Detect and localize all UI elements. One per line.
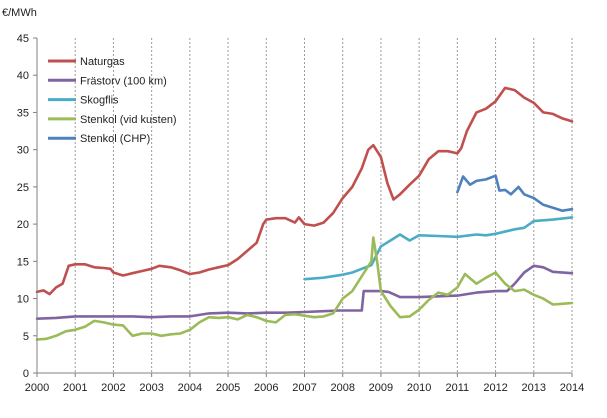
y-tick-label: 15: [17, 256, 29, 268]
x-tick-label: 2008: [330, 382, 354, 394]
series-line-3: [35, 236, 574, 341]
x-tick-label: 2013: [522, 382, 546, 394]
legend-label: Stenkol (vid kusten): [80, 114, 177, 126]
y-tick-label: 40: [17, 70, 29, 82]
legend-label: Frästorv (100 km): [80, 75, 167, 87]
x-tick-label: 2006: [254, 382, 278, 394]
x-tick-label: 2007: [292, 382, 316, 394]
y-tick-label: 5: [23, 331, 29, 343]
series-lines: [35, 86, 574, 341]
x-tick-label: 2011: [446, 382, 470, 394]
y-tick-label: 20: [17, 219, 29, 231]
x-tick-label: 2001: [63, 382, 87, 394]
x-tick-label: 2003: [139, 382, 163, 394]
legend-item-4: Stenkol (CHP): [48, 133, 150, 145]
y-tick-label: 45: [17, 33, 29, 45]
x-tick-label: 2005: [216, 382, 240, 394]
legend-item-0: Naturgas: [48, 56, 125, 68]
legend-label: Naturgas: [80, 56, 125, 68]
y-tick-label: 25: [17, 182, 29, 194]
legend-label: Skogflis: [80, 95, 119, 107]
x-tick-label: 2002: [101, 382, 125, 394]
x-tick-label: 2010: [407, 382, 431, 394]
y-tick-label: 10: [17, 294, 29, 306]
y-tick-label: 35: [17, 107, 29, 119]
x-tick-label: 2000: [25, 382, 49, 394]
axes: [33, 37, 573, 377]
grid: [74, 38, 573, 373]
x-tick-label: 2014: [560, 382, 584, 394]
legend: Naturgas Frästorv (100 km) Skogflis Stenkol…: [48, 56, 177, 145]
series-line-0: [35, 86, 574, 296]
x-tick-label: 2012: [483, 382, 507, 394]
y-tick-label: 30: [17, 145, 29, 157]
legend-label: Stenkol (CHP): [80, 133, 150, 145]
legend-item-3: Stenkol (vid kusten): [48, 114, 177, 126]
series-line-2: [303, 216, 574, 281]
series-line-4: [456, 174, 574, 212]
y-tick-label: 0: [23, 368, 29, 380]
y-axis-label: €/MWh: [2, 7, 37, 19]
x-tick-label: 2009: [369, 382, 393, 394]
y-tick-labels: 0 5 10 15 20 25 30 35 40 45: [17, 33, 29, 380]
x-tick-labels: 2000 2001 2002 2003 2004 2005 2006 2007 2008 2009…: [25, 382, 584, 394]
legend-item-1: Frästorv (100 km): [48, 75, 167, 87]
x-tick-label: 2004: [178, 382, 202, 394]
legend-item-2: Skogflis: [48, 95, 119, 107]
